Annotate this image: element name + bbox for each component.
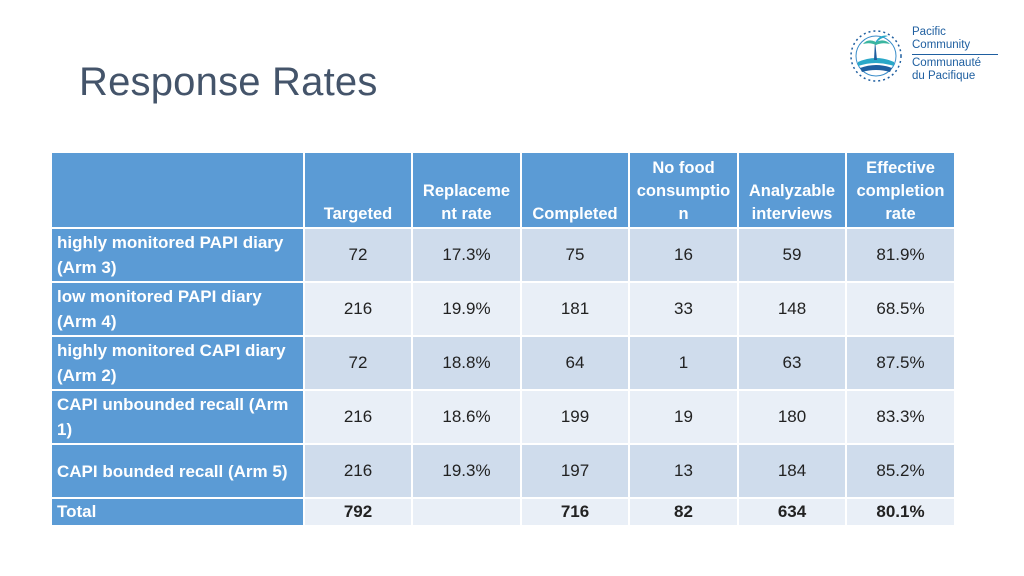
header-targeted: Targeted (303, 151, 413, 229)
cell-analyzable-interviews: 63 (737, 335, 847, 391)
cell-completed: 199 (520, 389, 630, 445)
cell-replacement-rate (411, 497, 522, 527)
cell-effective-completion-rate: 68.5% (845, 281, 956, 337)
cell-targeted: 72 (303, 227, 413, 283)
cell-effective-completion-rate: 87.5% (845, 335, 956, 391)
cell-targeted: 792 (303, 497, 413, 527)
row-label: low monitored PAPI diary (Arm 4) (50, 281, 305, 337)
header-effective-completion-rate: Effective completion rate (845, 151, 956, 229)
header-completed: Completed (520, 151, 630, 229)
response-rates-table: Targeted Replaceme nt rate Completed No … (50, 151, 956, 527)
cell-completed: 716 (520, 497, 630, 527)
header-replacement-rate: Replaceme nt rate (411, 151, 522, 229)
cell-targeted: 72 (303, 335, 413, 391)
row-label: CAPI bounded recall (Arm 5) (50, 443, 305, 499)
table-row: CAPI unbounded recall (Arm 1) 216 18.6% … (50, 389, 956, 445)
table-header-row: Targeted Replaceme nt rate Completed No … (50, 151, 956, 229)
pacific-community-emblem-icon (850, 30, 902, 82)
slide-title: Response Rates (79, 60, 378, 104)
logo-line-community: Community (912, 39, 971, 51)
cell-completed: 181 (520, 281, 630, 337)
cell-no-food-consumption: 82 (628, 497, 739, 527)
cell-no-food-consumption: 33 (628, 281, 739, 337)
header-no-food-consumption: No food consumptio n (628, 151, 739, 229)
cell-analyzable-interviews: 59 (737, 227, 847, 283)
row-label-total: Total (50, 497, 305, 527)
cell-targeted: 216 (303, 443, 413, 499)
cell-analyzable-interviews: 184 (737, 443, 847, 499)
table-row: highly monitored CAPI diary (Arm 2) 72 1… (50, 335, 956, 391)
cell-effective-completion-rate: 80.1% (845, 497, 956, 527)
row-label: highly monitored CAPI diary (Arm 2) (50, 335, 305, 391)
logo-line-communaute: Communauté (912, 57, 982, 69)
cell-no-food-consumption: 16 (628, 227, 739, 283)
cell-analyzable-interviews: 180 (737, 389, 847, 445)
row-label: CAPI unbounded recall (Arm 1) (50, 389, 305, 445)
cell-replacement-rate: 19.9% (411, 281, 522, 337)
logo-divider (912, 54, 998, 55)
cell-replacement-rate: 19.3% (411, 443, 522, 499)
cell-analyzable-interviews: 634 (737, 497, 847, 527)
table-row: CAPI bounded recall (Arm 5) 216 19.3% 19… (50, 443, 956, 499)
cell-targeted: 216 (303, 281, 413, 337)
logo-line-pacific: Pacific (912, 26, 946, 38)
cell-no-food-consumption: 1 (628, 335, 739, 391)
row-label: highly monitored PAPI diary (Arm 3) (50, 227, 305, 283)
cell-completed: 64 (520, 335, 630, 391)
logo-text: Pacific Community Communauté du Pacifiqu… (912, 26, 998, 83)
pacific-community-logo: Pacific Community Communauté du Pacifiqu… (848, 26, 998, 86)
header-analyzable-interviews: Analyzable interviews (737, 151, 847, 229)
cell-replacement-rate: 18.6% (411, 389, 522, 445)
cell-completed: 75 (520, 227, 630, 283)
cell-effective-completion-rate: 85.2% (845, 443, 956, 499)
table-row-total: Total 792 716 82 634 80.1% (50, 497, 956, 527)
cell-targeted: 216 (303, 389, 413, 445)
cell-no-food-consumption: 13 (628, 443, 739, 499)
cell-replacement-rate: 17.3% (411, 227, 522, 283)
cell-effective-completion-rate: 83.3% (845, 389, 956, 445)
cell-completed: 197 (520, 443, 630, 499)
cell-effective-completion-rate: 81.9% (845, 227, 956, 283)
cell-analyzable-interviews: 148 (737, 281, 847, 337)
cell-no-food-consumption: 19 (628, 389, 739, 445)
table-row: highly monitored PAPI diary (Arm 3) 72 1… (50, 227, 956, 283)
cell-replacement-rate: 18.8% (411, 335, 522, 391)
header-cell-blank (50, 151, 305, 229)
table-row: low monitored PAPI diary (Arm 4) 216 19.… (50, 281, 956, 337)
logo-line-du-pacifique: du Pacifique (912, 70, 976, 82)
